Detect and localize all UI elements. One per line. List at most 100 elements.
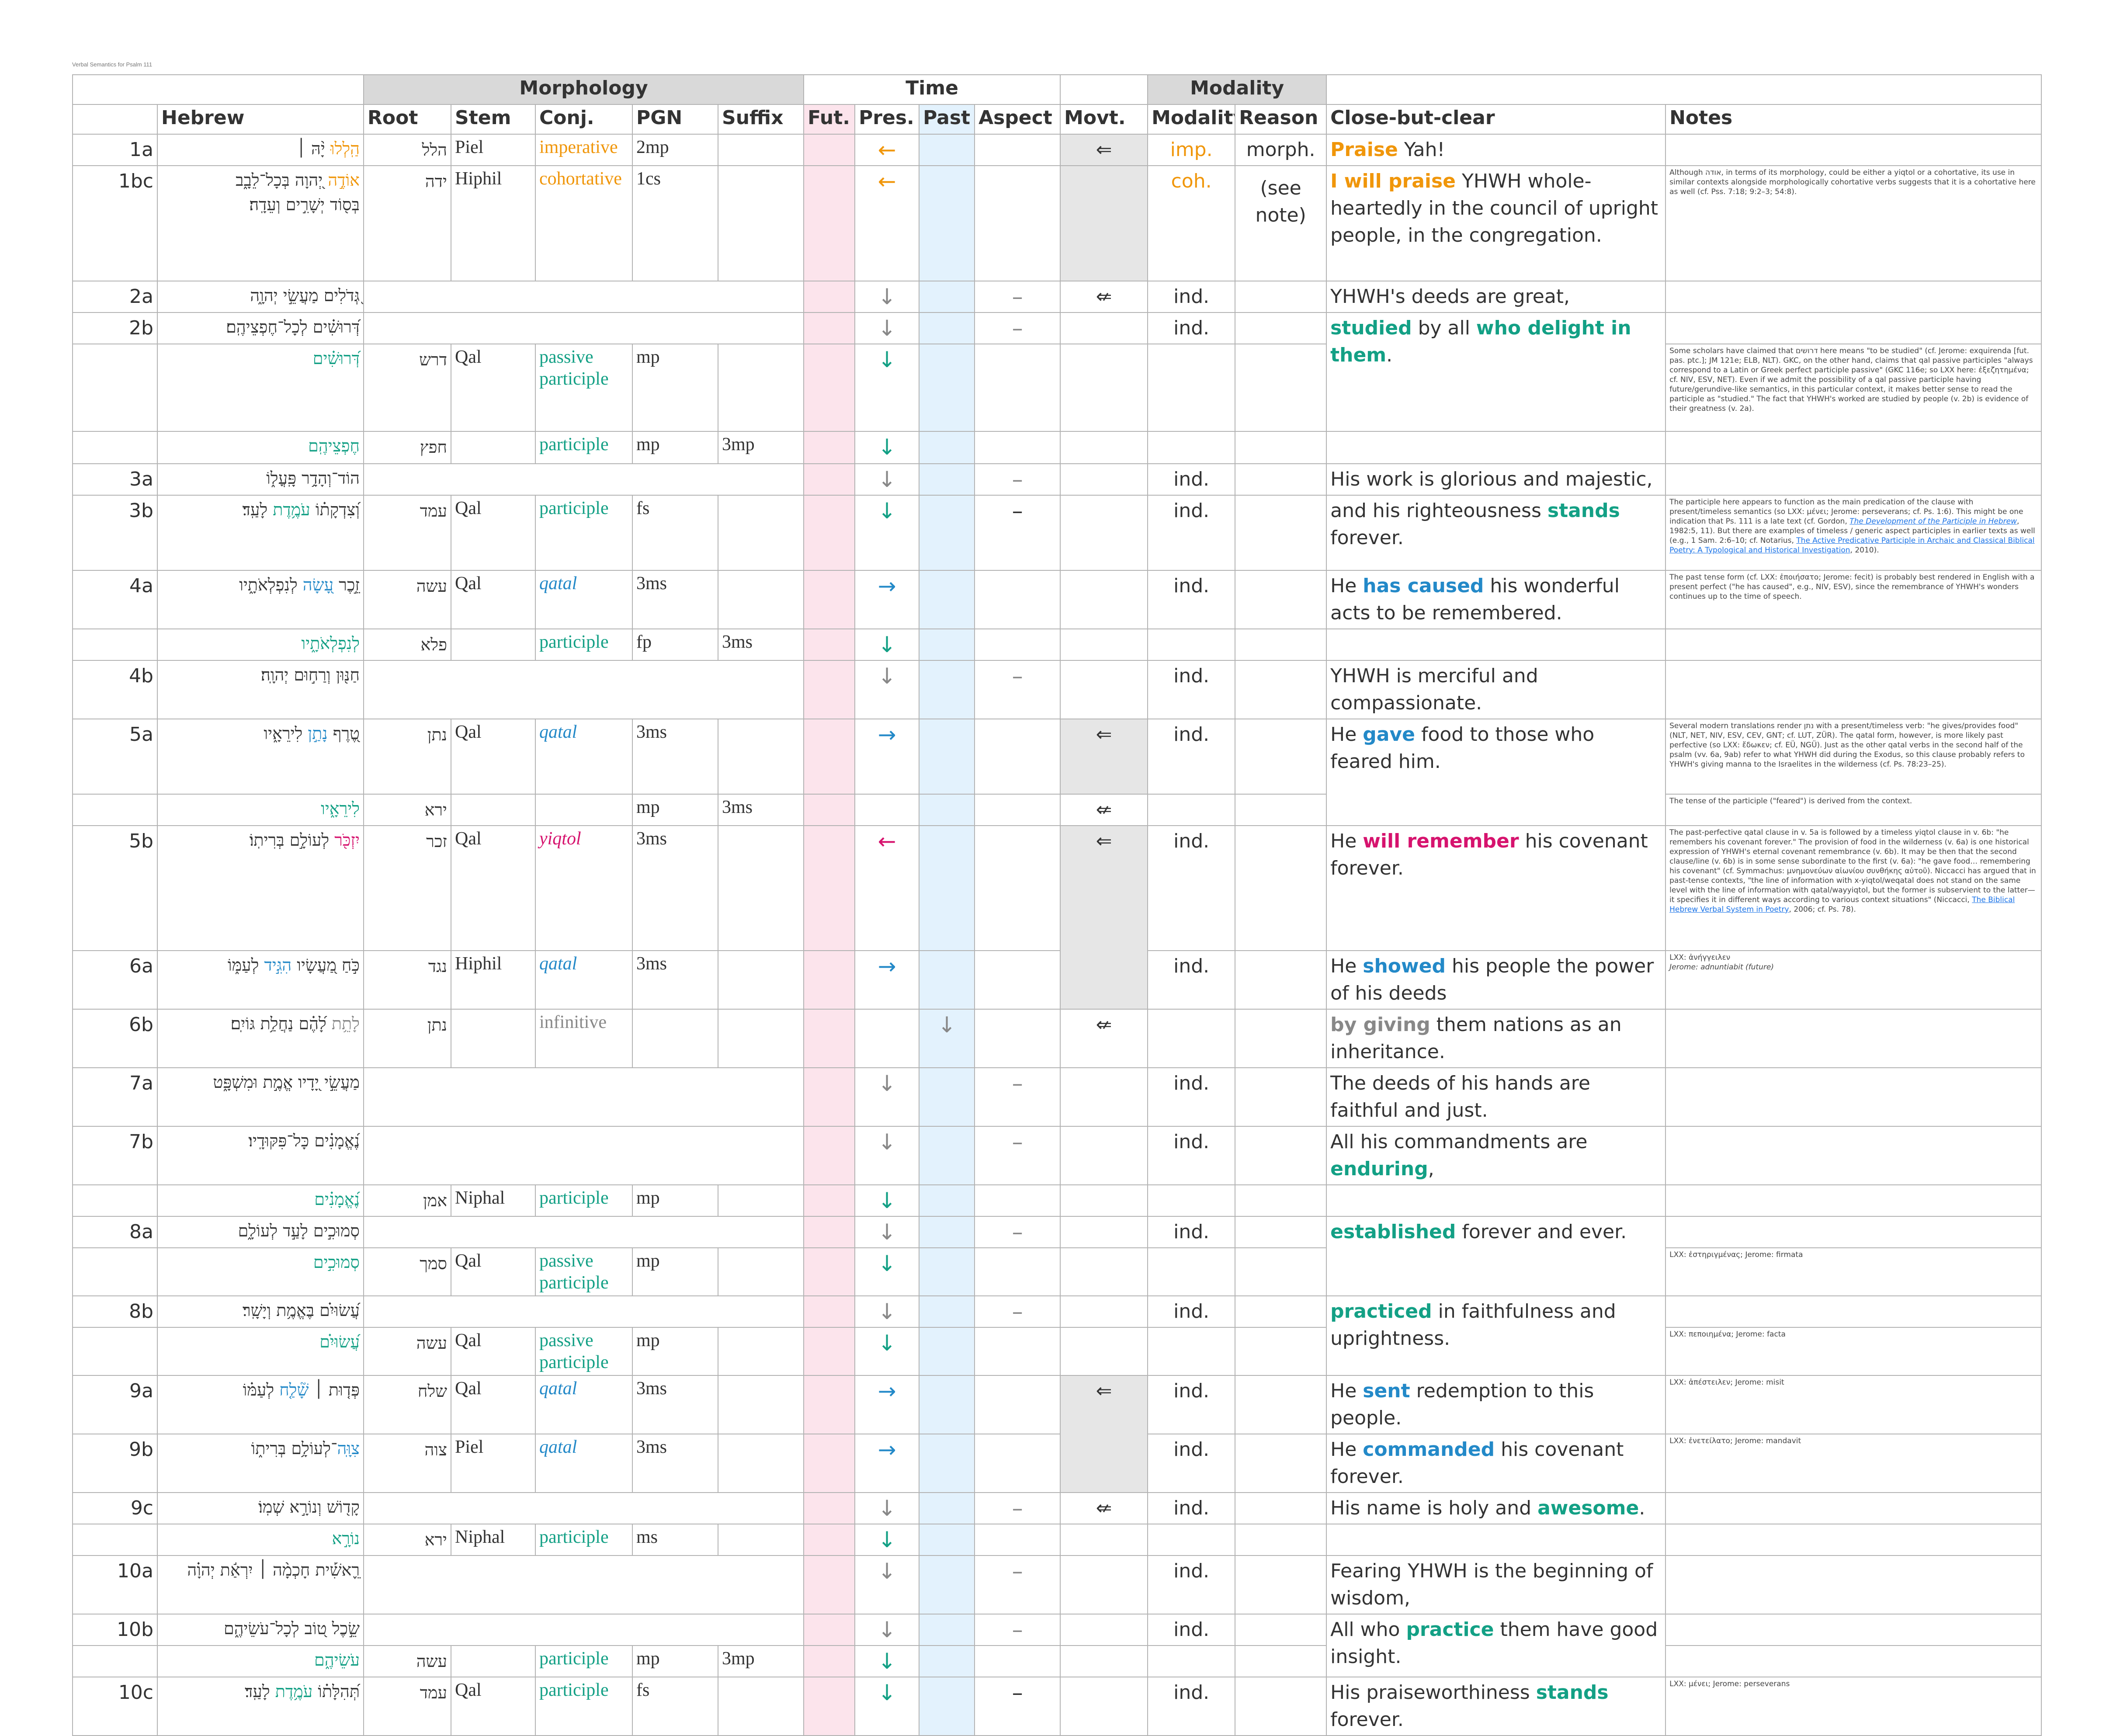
hebrew-word: עֹשֵׂיהֶ֑ם [157, 1645, 364, 1677]
pres-arrow: ↓ [854, 1247, 920, 1296]
verse-number [72, 1645, 158, 1677]
aspect: – [974, 1614, 1061, 1646]
pgn: 3ms [632, 950, 718, 1010]
root: נתן [363, 1009, 451, 1068]
close-but-clear: All his commandments are enduring, [1326, 1126, 1666, 1185]
conj: passive participle [535, 1247, 633, 1296]
hebrew-word: עֲ֝שׂוּיִ֗ם [157, 1327, 364, 1376]
hebrew-post: לִירֵאָ֑יו [264, 724, 308, 743]
pres-arrow [854, 794, 920, 826]
table-row: 8b עֲ֝שׂוּיִ֗ם בֶּאֱמֶ֥ת וְיָשָֽׁר׃ ↓ – … [72, 1295, 2042, 1376]
modality: ind. [1147, 495, 1236, 571]
table-row: לְנִפְלְאֹתָ֑יו פלא participle fp 3ms ↓ [72, 628, 2042, 661]
note-link[interactable]: The Active Predicative Participle in Arc… [1669, 536, 2035, 555]
note-link[interactable]: The Biblical Hebrew Verbal System in Poe… [1669, 896, 2015, 914]
modality [1147, 431, 1236, 464]
ccl-pre: He [1330, 1438, 1363, 1461]
ccl-pre: He [1330, 955, 1363, 977]
modality [1147, 1009, 1236, 1068]
col-reason: Reason [1235, 104, 1327, 135]
past-arrow: ↓ [919, 1009, 975, 1068]
movt [1060, 1295, 1148, 1328]
conj: participle [535, 628, 633, 661]
modality [1147, 1184, 1236, 1217]
suffix [717, 950, 805, 1010]
pres-arrow: ↓ [854, 1126, 920, 1185]
past-cell [919, 660, 975, 719]
stem: Qal [451, 495, 536, 571]
modality [1147, 794, 1236, 826]
note-link[interactable]: The Development of the Participle in Heb… [1849, 517, 2017, 526]
col-ccl: Close-but-clear [1326, 104, 1666, 135]
reason [1235, 1327, 1327, 1376]
verse-number: 9a [72, 1375, 158, 1434]
verse-number: 6a [72, 950, 158, 1010]
table-row: 10b שֵׂ֣כֶל ט֭וֹב לְכָל־עֹשֵׂיהֶ֑ם ↓ – i… [72, 1614, 2042, 1677]
fut-cell [803, 1645, 856, 1677]
close-but-clear: established forever and ever. [1326, 1216, 1666, 1296]
modality: ind. [1147, 1216, 1236, 1248]
suffix [717, 1524, 805, 1556]
verse-number: 2b [72, 312, 158, 344]
aspect [974, 1009, 1061, 1068]
reason [1235, 1216, 1327, 1248]
root: נגד [363, 950, 451, 1010]
root: עשה [363, 1327, 451, 1376]
ccl-emphasis: will remember [1363, 830, 1519, 852]
movt [1060, 1524, 1148, 1556]
conj: participle [535, 1524, 633, 1556]
ccl-emphasis: by giving [1330, 1014, 1430, 1036]
modality: ind. [1147, 463, 1236, 496]
verse-number: 5b [72, 825, 158, 951]
modality: coh. [1147, 165, 1236, 281]
modality [1147, 1327, 1236, 1376]
movt [1060, 1067, 1148, 1127]
suffix: 3mp [717, 1645, 805, 1677]
stem: Qal [451, 1375, 536, 1434]
pgn: 3ms [632, 719, 718, 795]
close-but-clear: His praiseworthiness stands forever. [1326, 1677, 1666, 1736]
ccl-post: forever and ever. [1456, 1221, 1627, 1243]
table-row: 8a סְמוּכִ֣ים לָעַ֣ד לְעוֹלָ֑ם ↓ – ind. … [72, 1216, 2042, 1296]
notes: LXX: μένει; Jerome: perseverans [1665, 1677, 2042, 1736]
ccl-emphasis-2: who delight in them [1330, 317, 1631, 366]
fut-cell [803, 344, 856, 432]
ccl-emphasis: showed [1363, 955, 1446, 977]
aspect: – [974, 1126, 1061, 1185]
note-pre: The participle here appears to function … [1669, 498, 2023, 526]
conj: participle [535, 1677, 633, 1736]
table-row: 2b דְּ֝רוּשִׁ֗ים לְכָל־חֶפְצֵיהֶֽם׃ ↓ – … [72, 312, 2042, 432]
table-row: עֹשֵׂיהֶ֑ם עשה participle mp 3mp ↓ [72, 1645, 2042, 1677]
movt: ⇍ [1060, 281, 1148, 313]
close-but-clear: He commanded his covenant forever. [1326, 1434, 1666, 1493]
hebrew-text: לָתֵ֥ת לָ֝הֶ֗ם נַחֲלַ֥ת גּוֹיִֽם׃ [157, 1009, 364, 1068]
ccl-post: , [1428, 1158, 1434, 1180]
col-stem: Stem [451, 104, 536, 135]
fut-cell [803, 1126, 856, 1185]
pres-arrow: ↓ [854, 1216, 920, 1248]
aspect [974, 950, 1061, 1010]
ccl-post: redemption to this people. [1330, 1380, 1594, 1429]
pres-arrow: ↓ [854, 1645, 920, 1677]
fut-cell [803, 1375, 856, 1434]
stem: Qal [451, 344, 536, 432]
modality [1147, 344, 1236, 432]
reason [1235, 1295, 1327, 1328]
verse-number: 9b [72, 1434, 158, 1493]
notes: LXX: ἀπέστειλεν; Jerome: misit [1665, 1375, 2042, 1434]
pgn: mp [632, 1327, 718, 1376]
hebrew-pre: זֵ֣כֶר [333, 575, 360, 594]
stem: Qal [451, 825, 536, 951]
verse-number [72, 1524, 158, 1556]
hebrew-text: תְּ֝הִלָּת֗וֹ עֹמֶ֥דֶת לָעַֽד׃ [157, 1677, 364, 1736]
reason [1235, 825, 1327, 951]
verse-number [72, 431, 158, 464]
conj: passive participle [535, 344, 633, 432]
past-cell [919, 794, 975, 826]
ccl-pre: He [1330, 1380, 1363, 1402]
reason [1235, 1492, 1327, 1524]
hebrew-text: דְּ֝רוּשִׁ֗ים לְכָל־חֶפְצֵיהֶֽם׃ [157, 312, 364, 344]
movt: ⇍ [1060, 1492, 1148, 1524]
fut-cell [803, 1555, 856, 1614]
movt [1060, 1327, 1148, 1376]
